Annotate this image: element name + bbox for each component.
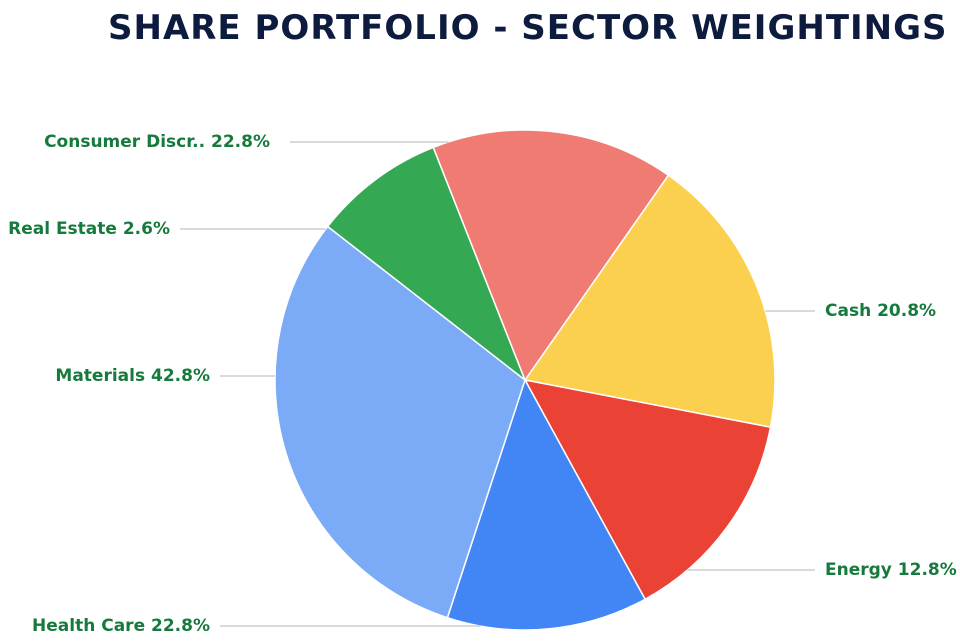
chart-title: SHARE PORTFOLIO - SECTOR WEIGHTINGS	[108, 8, 948, 48]
slice-label-real-estate: Real Estate 2.6%	[8, 219, 170, 239]
slice-energy	[523, 378, 772, 601]
slice-consumer-discr	[432, 129, 670, 382]
slice-labels: Cash 20.8% Energy 12.8% Health Care 22.8% M…	[8, 132, 957, 636]
slice-label-cash: Cash 20.8%	[825, 301, 936, 321]
label-leader-lines	[180, 141, 815, 627]
slice-label-health-care: Health Care 22.8%	[32, 616, 210, 636]
slice-label-materials: Materials 42.8%	[55, 366, 210, 386]
slice-real-estate	[326, 146, 527, 383]
slice-cash	[523, 174, 776, 429]
pie-slices	[274, 129, 776, 631]
slice-label-energy: Energy 12.8%	[825, 560, 957, 580]
slice-health-care	[446, 378, 647, 631]
slice-materials	[274, 225, 526, 619]
slice-label-consumer-discr: Consumer Discr.. 22.8%	[44, 132, 270, 152]
